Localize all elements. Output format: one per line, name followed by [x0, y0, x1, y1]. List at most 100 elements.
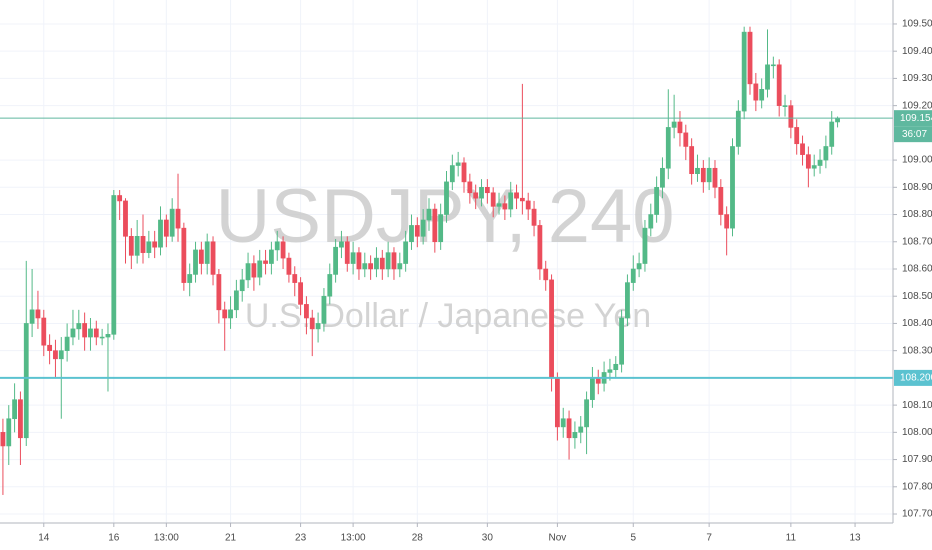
plot-area — [0, 26, 893, 495]
candle-body — [82, 323, 88, 338]
price-label: 108.200 — [900, 373, 932, 384]
y-tick-label: 108.000 — [902, 427, 932, 438]
candle-body — [554, 377, 560, 428]
candle-body — [461, 162, 467, 183]
candle-body — [163, 219, 169, 237]
candle-body — [625, 282, 630, 319]
candle-body — [484, 187, 490, 194]
x-tick-label: 30 — [482, 533, 494, 544]
candle-body — [274, 241, 280, 251]
candle-body — [671, 121, 677, 128]
candle-body — [128, 236, 134, 256]
candle-body — [619, 317, 624, 365]
candle-body — [502, 203, 508, 210]
candle-body — [829, 121, 835, 147]
candle-body — [607, 369, 613, 373]
candle-body — [706, 167, 712, 183]
y-tick-label: 108.800 — [902, 209, 932, 220]
candle-body — [508, 192, 514, 210]
candle-body — [88, 328, 93, 338]
candle-body — [29, 309, 35, 324]
candle-body — [105, 334, 111, 338]
candle-body — [700, 167, 706, 183]
candle-body — [198, 249, 204, 264]
candle-body — [362, 263, 368, 270]
candle-body — [800, 143, 805, 155]
candle-body — [543, 268, 549, 281]
candle-body — [531, 208, 537, 226]
candle-body — [23, 323, 29, 439]
candle-body — [665, 127, 671, 169]
candle-body — [350, 252, 356, 264]
candle-body — [146, 241, 152, 253]
candle-body — [181, 227, 187, 283]
x-tick-label: 11 — [786, 533, 797, 544]
x-tick-label: 7 — [706, 533, 712, 544]
candle-body — [438, 214, 444, 243]
candle-body — [788, 105, 794, 128]
candle-body — [152, 241, 158, 248]
candle-body — [782, 105, 788, 107]
candle-body — [747, 31, 753, 85]
candle-body — [397, 263, 403, 270]
y-tick-label: 108.500 — [902, 291, 932, 302]
candle-body — [47, 344, 53, 351]
y-tick-label: 109.500 — [902, 19, 932, 30]
candle-body — [140, 236, 146, 253]
candle-body — [158, 219, 163, 248]
candle-body — [35, 309, 41, 319]
candle-body — [794, 127, 800, 145]
candle-body — [333, 246, 339, 275]
candle-body — [385, 252, 391, 270]
candle-body — [432, 208, 438, 243]
candle-body — [12, 399, 17, 420]
x-tick-label: Nov — [548, 533, 566, 544]
x-tick-label: 5 — [630, 533, 636, 544]
candle-body — [76, 323, 82, 330]
candle-body — [315, 323, 321, 330]
candle-body — [426, 208, 432, 221]
candle-body — [712, 167, 718, 188]
candle-body — [58, 350, 64, 360]
candle-body — [321, 295, 327, 324]
candle-body — [613, 363, 619, 371]
candle-body — [636, 263, 642, 270]
x-tick-label: 13:00 — [154, 533, 179, 544]
candle-body — [455, 162, 461, 166]
candle-body — [660, 167, 665, 188]
candle-body — [216, 274, 222, 311]
x-tick-label: 23 — [295, 533, 307, 544]
candle-body — [222, 309, 228, 319]
candle-body — [18, 399, 23, 439]
y-tick-label: 108.900 — [902, 182, 932, 193]
candle-body — [269, 249, 274, 264]
countdown-box — [894, 126, 932, 143]
candle-body — [835, 117, 840, 123]
candle-body — [514, 192, 519, 199]
candle-body — [0, 432, 6, 447]
candle-body — [70, 328, 76, 338]
candle-body — [753, 83, 759, 101]
candle-body — [263, 260, 268, 264]
x-tick-label: 13 — [849, 533, 861, 544]
last-price-label: 109.154 — [900, 113, 932, 124]
candle-body — [479, 187, 484, 199]
candle-body — [683, 132, 689, 147]
countdown-label: 36:07 — [902, 129, 927, 140]
candle-body — [309, 317, 315, 330]
candle-body — [327, 274, 333, 297]
candle-body — [304, 304, 309, 319]
candle-body — [525, 200, 531, 210]
candle-body — [64, 336, 70, 351]
candle-body — [677, 121, 683, 134]
candle-body — [251, 263, 257, 278]
y-tick-label: 109.200 — [902, 100, 932, 111]
candle-body — [257, 260, 263, 278]
candle-body — [811, 165, 817, 169]
candle-body — [444, 181, 449, 215]
x-tick-label: 28 — [412, 533, 424, 544]
candle-body — [228, 309, 233, 319]
candle-body — [286, 257, 292, 275]
x-tick-label: 13:00 — [341, 533, 366, 544]
